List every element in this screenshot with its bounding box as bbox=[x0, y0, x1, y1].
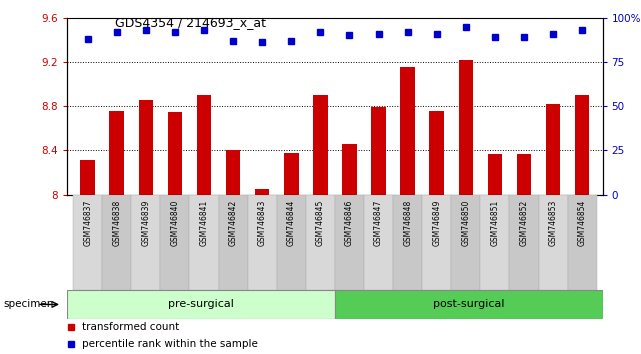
Text: GSM746842: GSM746842 bbox=[229, 199, 238, 246]
Bar bbox=[168, 112, 182, 195]
Text: GSM746845: GSM746845 bbox=[316, 199, 325, 246]
Text: GSM746849: GSM746849 bbox=[432, 199, 441, 246]
Bar bbox=[277, 195, 306, 290]
Text: specimen: specimen bbox=[3, 299, 54, 309]
Bar bbox=[546, 104, 560, 195]
Bar bbox=[80, 160, 95, 195]
Text: GSM746838: GSM746838 bbox=[112, 199, 121, 246]
Text: GSM746850: GSM746850 bbox=[462, 199, 470, 246]
Bar bbox=[538, 195, 568, 290]
Bar bbox=[306, 195, 335, 290]
Text: GSM746851: GSM746851 bbox=[490, 199, 499, 246]
Bar bbox=[138, 99, 153, 195]
Text: GDS4354 / 214693_x_at: GDS4354 / 214693_x_at bbox=[115, 16, 267, 29]
Bar bbox=[247, 195, 277, 290]
Bar bbox=[255, 189, 269, 195]
Text: transformed count: transformed count bbox=[82, 321, 179, 332]
Bar bbox=[458, 60, 473, 195]
Bar bbox=[226, 150, 240, 195]
Text: GSM746846: GSM746846 bbox=[345, 199, 354, 246]
Bar bbox=[422, 195, 451, 290]
Bar bbox=[160, 195, 190, 290]
Bar bbox=[102, 195, 131, 290]
Bar bbox=[131, 195, 160, 290]
Text: percentile rank within the sample: percentile rank within the sample bbox=[82, 339, 258, 349]
Bar bbox=[110, 110, 124, 195]
Text: GSM746839: GSM746839 bbox=[142, 199, 151, 246]
Bar bbox=[190, 195, 219, 290]
Bar bbox=[342, 144, 357, 195]
Bar bbox=[401, 68, 415, 195]
Text: GSM746854: GSM746854 bbox=[578, 199, 587, 246]
Bar bbox=[284, 153, 299, 195]
Text: GSM746848: GSM746848 bbox=[403, 199, 412, 246]
Bar bbox=[335, 290, 603, 319]
Bar bbox=[73, 195, 102, 290]
Text: post-surgical: post-surgical bbox=[433, 299, 504, 309]
Bar bbox=[335, 195, 364, 290]
Bar bbox=[510, 195, 538, 290]
Bar bbox=[364, 195, 393, 290]
Bar bbox=[219, 195, 247, 290]
Bar bbox=[393, 195, 422, 290]
Text: GSM746841: GSM746841 bbox=[199, 199, 208, 246]
Bar bbox=[517, 154, 531, 195]
Bar bbox=[313, 95, 328, 195]
Text: GSM746843: GSM746843 bbox=[258, 199, 267, 246]
Text: GSM746852: GSM746852 bbox=[519, 199, 528, 246]
Text: pre-surgical: pre-surgical bbox=[168, 299, 234, 309]
Bar bbox=[371, 107, 386, 195]
Bar bbox=[429, 110, 444, 195]
Bar bbox=[197, 95, 212, 195]
Bar bbox=[575, 95, 590, 195]
Bar bbox=[451, 195, 480, 290]
Text: GSM746853: GSM746853 bbox=[549, 199, 558, 246]
Text: GSM746844: GSM746844 bbox=[287, 199, 296, 246]
Bar bbox=[480, 195, 510, 290]
Text: GSM746837: GSM746837 bbox=[83, 199, 92, 246]
Bar bbox=[67, 290, 335, 319]
Text: GSM746847: GSM746847 bbox=[374, 199, 383, 246]
Text: GSM746840: GSM746840 bbox=[171, 199, 179, 246]
Bar bbox=[488, 154, 502, 195]
Bar bbox=[568, 195, 597, 290]
